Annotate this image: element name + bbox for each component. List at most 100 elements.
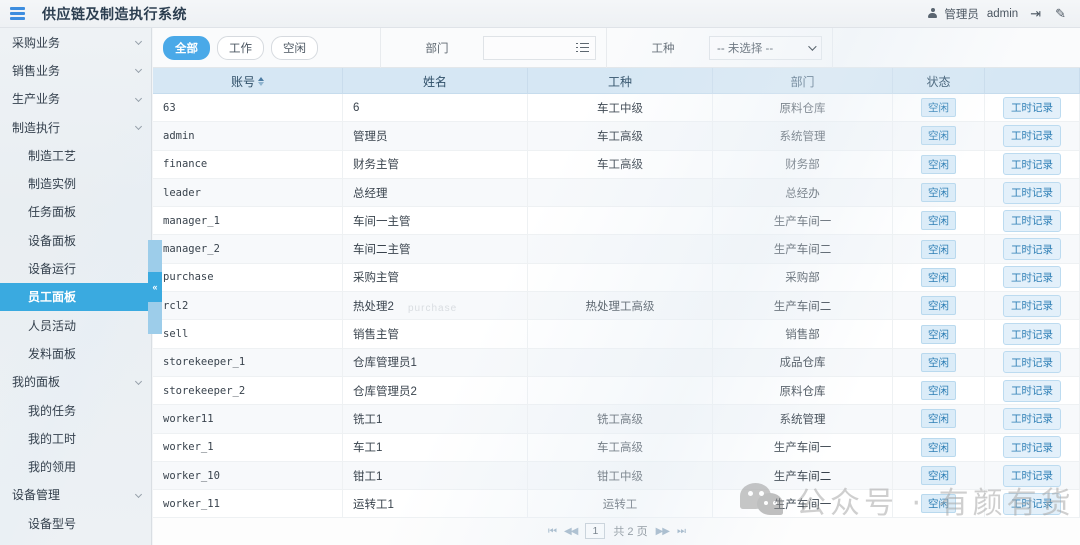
- sidebar-item-0[interactable]: 采购业务: [0, 28, 151, 56]
- table-row[interactable]: manager_1 车间一主管 生产车间一 空闲 工时记录: [153, 206, 1080, 236]
- hamburger-icon[interactable]: [0, 0, 34, 28]
- pagination-page-input[interactable]: 1: [585, 523, 606, 540]
- table-row[interactable]: rcl2 热处理2 热处理工高级 生产车间二 空闲 工时记录: [153, 291, 1080, 321]
- sidebar-collapse-handle[interactable]: «: [148, 240, 162, 334]
- table-row[interactable]: worker_10 钳工1 钳工中级 生产车间二 空闲 工时记录: [153, 461, 1080, 491]
- column-header-status[interactable]: 状态: [893, 68, 985, 94]
- pagination-last-button[interactable]: ⏭: [677, 525, 686, 537]
- table-row[interactable]: manager_2 车间二主管 生产车间二 空闲 工时记录: [153, 234, 1080, 264]
- sidebar-item-15[interactable]: 我的领用: [0, 452, 151, 480]
- chevron-down-icon: [134, 377, 143, 385]
- sidebar-item-3[interactable]: 制造执行: [0, 113, 151, 141]
- pencil-icon[interactable]: ✎: [1055, 5, 1066, 21]
- work-hours-record-button[interactable]: 工时记录: [1003, 96, 1061, 119]
- sidebar-item-6[interactable]: 任务面板: [0, 198, 151, 226]
- work-hours-record-button[interactable]: 工时记录: [1003, 323, 1061, 346]
- cell-status: 空闲: [893, 121, 985, 151]
- job-filter-select[interactable]: -- 未选择 --: [709, 35, 822, 60]
- filter-pill-working[interactable]: 工作: [217, 35, 264, 60]
- table-row[interactable]: leader 总经理 总经办 空闲 工时记录: [153, 178, 1080, 208]
- cell-status: 空闲: [893, 348, 985, 377]
- column-header-job[interactable]: 工种: [528, 68, 713, 94]
- work-hours-record-button[interactable]: 工时记录: [1003, 464, 1061, 487]
- status-badge: 空闲: [921, 437, 956, 457]
- cell-name: 财务主管: [343, 150, 528, 179]
- cell-job: [528, 263, 713, 292]
- sidebar-item-1[interactable]: 销售业务: [0, 56, 151, 84]
- column-header-name[interactable]: 姓名: [343, 68, 528, 94]
- sidebar-item-5[interactable]: 制造实例: [0, 169, 151, 197]
- sidebar-item-2[interactable]: 生产业务: [0, 85, 151, 113]
- sidebar-item-11[interactable]: 发料面板: [0, 339, 151, 367]
- sidebar-item-8[interactable]: 设备运行: [0, 254, 151, 282]
- column-header-dept[interactable]: 部门: [713, 68, 893, 94]
- sidebar-item-13[interactable]: 我的任务: [0, 396, 151, 424]
- table-row[interactable]: storekeeper_2 仓库管理员2 原料仓库 空闲 工时记录: [153, 376, 1080, 406]
- sidebar-item-10[interactable]: 人员活动: [0, 311, 151, 339]
- cell-dept: 生产车间一: [713, 206, 893, 235]
- work-hours-record-button[interactable]: 工时记录: [1003, 351, 1061, 374]
- sidebar-collapse-label[interactable]: «: [148, 272, 162, 302]
- sidebar-item-label: 设备型号: [28, 516, 77, 531]
- work-hours-record-button[interactable]: 工时记录: [1003, 238, 1061, 261]
- sidebar-item-16[interactable]: 设备管理: [0, 481, 151, 509]
- status-badge: 空闲: [921, 126, 956, 146]
- work-hours-record-button[interactable]: 工时记录: [1003, 436, 1061, 459]
- job-filter-value: -- 未选择 --: [717, 42, 774, 55]
- sidebar-item-12[interactable]: 我的面板: [0, 368, 151, 396]
- pagination-first-button[interactable]: ⏮: [547, 525, 557, 537]
- table-row[interactable]: worker11 铣工1 铣工高级 系统管理 空闲 工时记录: [153, 404, 1080, 434]
- cell-job: 钳工中级: [528, 461, 713, 490]
- cell-account: worker_1: [153, 433, 343, 462]
- sidebar-item-label: 人员活动: [28, 318, 77, 333]
- sidebar-item-9[interactable]: 员工面板: [0, 282, 151, 311]
- sidebar-item-4[interactable]: 制造工艺: [0, 141, 151, 169]
- cell-job: 车工高级: [528, 121, 713, 151]
- table-row[interactable]: finance 财务主管 车工高级 财务部 空闲 工时记录: [153, 150, 1080, 179]
- logout-icon[interactable]: ⇥: [1030, 5, 1042, 21]
- work-hours-record-button[interactable]: 工时记录: [1003, 124, 1061, 147]
- work-hours-record-button[interactable]: 工时记录: [1003, 209, 1061, 232]
- cell-account: storekeeper_2: [153, 376, 343, 405]
- table-row[interactable]: 63 6 车工中级 原料仓库 空闲 工时记录: [153, 93, 1080, 123]
- cell-dept: 生产车间二: [713, 234, 893, 264]
- table-row[interactable]: admin 管理员 车工高级 系统管理 空闲 工时记录: [153, 121, 1080, 151]
- table-row[interactable]: worker_11 运转工1 运转工 生产车间一 空闲 工时记录: [153, 489, 1080, 519]
- work-hours-record-button[interactable]: 工时记录: [1003, 266, 1061, 289]
- table-row[interactable]: sell 销售主管 销售部 空闲 工时记录: [153, 319, 1080, 349]
- work-hours-record-button[interactable]: 工时记录: [1003, 492, 1061, 515]
- table-row[interactable]: worker_1 车工1 车工高级 生产车间一 空闲 工时记录: [153, 433, 1080, 462]
- sidebar-item-7[interactable]: 设备面板: [0, 226, 151, 254]
- work-hours-record-button[interactable]: 工时记录: [1003, 407, 1061, 430]
- sidebar-item-label: 任务面板: [28, 205, 77, 220]
- cell-status: 空闲: [893, 206, 985, 235]
- pagination-next-button[interactable]: ▶▶: [655, 525, 670, 537]
- cell-job: 铣工高级: [528, 404, 713, 434]
- pagination-prev-button[interactable]: ◀◀: [563, 525, 578, 537]
- sidebar-item-label: 我的领用: [28, 460, 77, 475]
- sidebar-item-18[interactable]: 设备管理: [0, 537, 151, 545]
- sidebar-nav: 采购业务销售业务生产业务制造执行制造工艺 制造实例任务面板设备面板 设备运行 员工面板…: [0, 28, 152, 545]
- cell-name: 车工1: [343, 433, 528, 462]
- sidebar-item-label: 制造执行: [12, 120, 61, 135]
- work-hours-record-button[interactable]: 工时记录: [1003, 153, 1061, 176]
- work-hours-record-button[interactable]: 工时记录: [1003, 379, 1061, 402]
- cell-account: finance: [153, 150, 343, 179]
- table-row[interactable]: purchase 采购主管 采购部 空闲 工时记录: [153, 263, 1080, 293]
- work-hours-record-button[interactable]: 工时记录: [1003, 294, 1061, 317]
- cell-status: 空闲: [893, 319, 985, 349]
- work-hours-record-button[interactable]: 工时记录: [1003, 181, 1061, 204]
- sidebar-item-17[interactable]: 设备型号: [0, 509, 151, 537]
- filter-pill-idle[interactable]: 空闲: [271, 35, 318, 60]
- filter-pill-all[interactable]: 全部: [163, 35, 210, 60]
- cell-name: 管理员: [343, 121, 528, 151]
- sidebar-item-label: 我的工时: [28, 431, 77, 446]
- column-header-account[interactable]: 账号: [153, 68, 343, 94]
- cell-account: sell: [153, 319, 343, 349]
- table-row[interactable]: storekeeper_1 仓库管理员1 成品仓库 空闲 工时记录: [153, 348, 1080, 377]
- department-filter-input[interactable]: [483, 35, 596, 60]
- pagination-total-label: 共 2 页: [613, 526, 648, 539]
- sidebar-item-label: 销售业务: [12, 63, 61, 78]
- sidebar-item-14[interactable]: 我的工时: [0, 424, 151, 452]
- table-header-row: 账号 姓名 工种 部门 状态: [153, 68, 1080, 94]
